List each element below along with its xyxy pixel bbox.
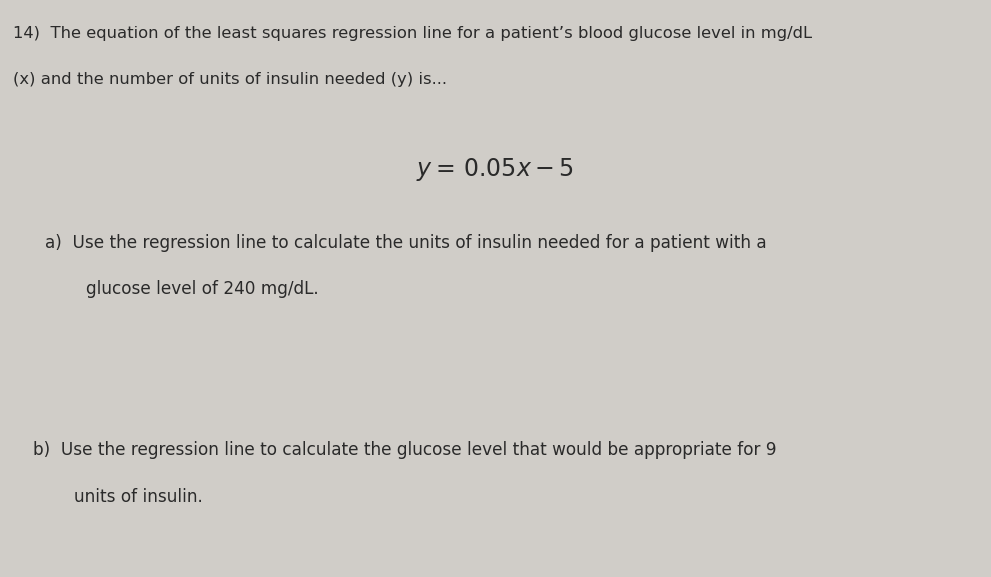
Text: a)  Use the regression line to calculate the units of insulin needed for a patie: a) Use the regression line to calculate … bbox=[45, 234, 766, 252]
Text: $y =\,  0.05x - 5$: $y =\, 0.05x - 5$ bbox=[416, 156, 575, 183]
Text: units of insulin.: units of insulin. bbox=[74, 488, 203, 505]
Text: 14)  The equation of the least squares regression line for a patient’s blood glu: 14) The equation of the least squares re… bbox=[13, 26, 812, 41]
Text: b)  Use the regression line to calculate the glucose level that would be appropr: b) Use the regression line to calculate … bbox=[33, 441, 776, 459]
Text: glucose level of 240 mg/dL.: glucose level of 240 mg/dL. bbox=[86, 280, 319, 298]
Text: (x) and the number of units of insulin needed (y) is...: (x) and the number of units of insulin n… bbox=[13, 72, 447, 87]
